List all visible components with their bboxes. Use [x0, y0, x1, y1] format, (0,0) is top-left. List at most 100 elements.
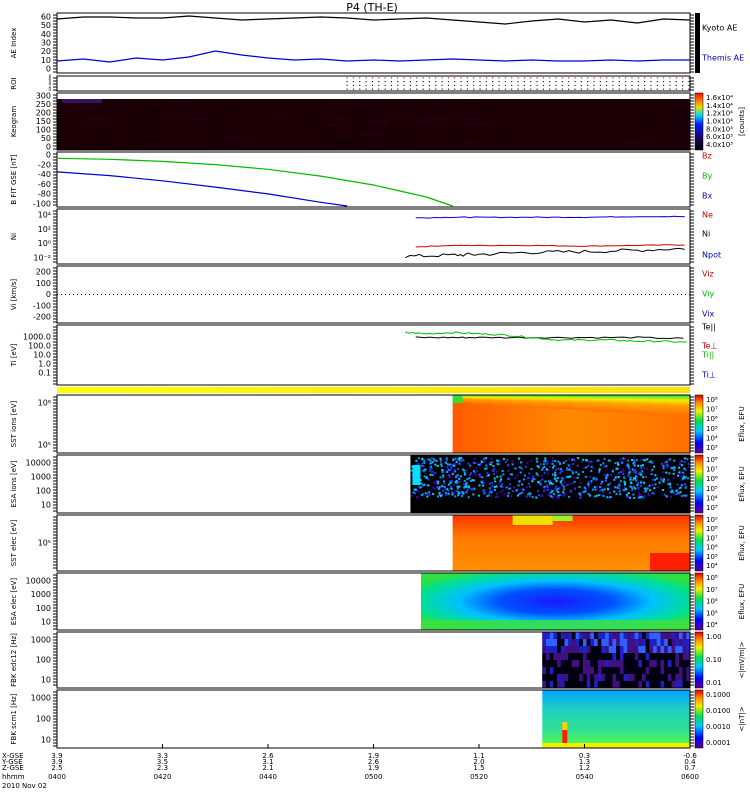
roi-dot — [441, 88, 443, 90]
roi-dot — [492, 81, 494, 83]
fbk-edc-cell — [612, 681, 617, 689]
colorbar-label: 10⁷ — [706, 586, 718, 594]
esa-ion-cell — [675, 492, 678, 495]
roi-dot — [504, 81, 506, 83]
sst-ion-cell — [571, 395, 592, 411]
esa-ion-cell — [661, 489, 664, 492]
roi-dot — [397, 88, 399, 90]
roi-dot — [580, 77, 582, 79]
esa-ion-cell — [499, 491, 502, 494]
esa-ion-cell — [529, 492, 532, 495]
fbk-edc-cell — [605, 653, 610, 661]
y-axis-label: Keogram — [10, 106, 18, 137]
fbk-edc-cell — [638, 632, 643, 640]
esa-ion-cell — [469, 466, 472, 469]
esa-ion-cell — [430, 467, 433, 470]
roi-dot — [669, 81, 671, 83]
esa-ion-cell — [559, 468, 562, 471]
esa-ion-cell — [463, 469, 466, 472]
fbk-edc-cell — [557, 660, 562, 668]
colorbar-label: 10⁷ — [706, 466, 718, 474]
esa-ion-cell — [440, 465, 443, 468]
roi-dot — [587, 88, 589, 90]
fbk-edc-cell — [660, 653, 665, 661]
fbk-edc-cell — [682, 639, 687, 647]
roi-dot — [549, 77, 551, 79]
plot-title: P4 (TH-E) — [346, 1, 398, 14]
esa-ion-cell — [461, 494, 464, 497]
esa-ion-cell — [451, 493, 454, 496]
fbk-edc-cell — [667, 653, 672, 661]
esa-ion-cell — [543, 488, 546, 491]
esa-ion-cell — [595, 487, 598, 490]
fbk-edc-cell — [671, 674, 676, 682]
fbk-edc-cell — [660, 639, 665, 647]
esa-ion-cell — [490, 494, 493, 497]
esa-ion-cell — [449, 480, 452, 483]
esa-ion-cell — [465, 469, 468, 472]
esa-ion-cell — [622, 457, 625, 460]
esa-ion-cell — [679, 460, 682, 463]
fbk-edc-cell — [641, 660, 646, 668]
esa-ion-cell — [543, 466, 546, 469]
esa-ion-cell — [483, 458, 486, 461]
roi-dot — [422, 88, 424, 90]
esa-ion-cell — [678, 487, 681, 490]
fbk-edc-cell — [649, 632, 654, 640]
esa-ion-cell — [618, 484, 621, 487]
esa-ion-cell — [633, 464, 636, 467]
colorbar-label: 10⁴ — [706, 562, 718, 570]
esa-ion-cell — [587, 481, 590, 484]
esa-ion-cell — [684, 469, 687, 472]
esa-ion-cell — [498, 462, 501, 465]
esa-ion-cell — [582, 491, 585, 494]
fbk-edc-cell — [641, 674, 646, 682]
esa-ion-cell — [578, 486, 581, 489]
roi-dot — [365, 84, 367, 86]
esa-ion-cell — [616, 486, 619, 489]
roi-dot — [422, 84, 424, 86]
esa-ion-cell — [447, 492, 450, 495]
esa-ion-cell — [639, 459, 642, 462]
esa-ion-cell — [440, 494, 443, 497]
esa-ion-cell — [462, 459, 465, 462]
esa-ion-cell — [559, 472, 562, 475]
esa-ion-cell — [554, 488, 557, 491]
esa-ion-cell — [627, 472, 630, 475]
roi-dot — [574, 88, 576, 90]
esa-ion-cell — [466, 489, 469, 492]
y-tick-label: 150 — [36, 117, 51, 126]
y-tick-label: 2 — [48, 84, 51, 89]
fbk-edc-cell — [597, 674, 602, 682]
fbk-edc-cell — [616, 639, 621, 647]
fbk-edc-cell — [649, 681, 654, 689]
esa-ion-cell — [638, 494, 641, 497]
esa-ion-cell — [476, 470, 479, 473]
esa-ion-cell — [516, 494, 519, 497]
fbk-edc-cell — [545, 639, 550, 647]
fbk-edc-cell — [675, 660, 680, 668]
esa-ion-cell — [614, 486, 617, 489]
esa-ion-cell — [570, 469, 573, 472]
esa-ion-cell — [582, 458, 585, 461]
roi-dot — [574, 84, 576, 86]
fbk-edc-cell — [619, 660, 624, 668]
esa-ion-cell — [486, 472, 489, 475]
esa-ion-cell — [671, 489, 674, 492]
esa-ion-cell — [469, 480, 472, 483]
esa-ion-cell — [473, 479, 476, 482]
legend-entry: Ni — [702, 230, 710, 239]
esa-ion-cell — [512, 490, 515, 493]
fbk-edc-cell — [616, 660, 621, 668]
y-axis-label: ESA elec [eV] — [10, 578, 18, 625]
esa-ion-cell — [467, 485, 470, 488]
esa-ion-cell — [456, 468, 459, 471]
esa-ion-cell — [442, 476, 445, 479]
keogram-cell — [460, 106, 483, 109]
roi-dot — [682, 84, 684, 86]
esa-ion-cell — [519, 471, 522, 474]
fbk-edc-cell — [553, 660, 558, 668]
esa-ion-cell — [645, 467, 648, 470]
